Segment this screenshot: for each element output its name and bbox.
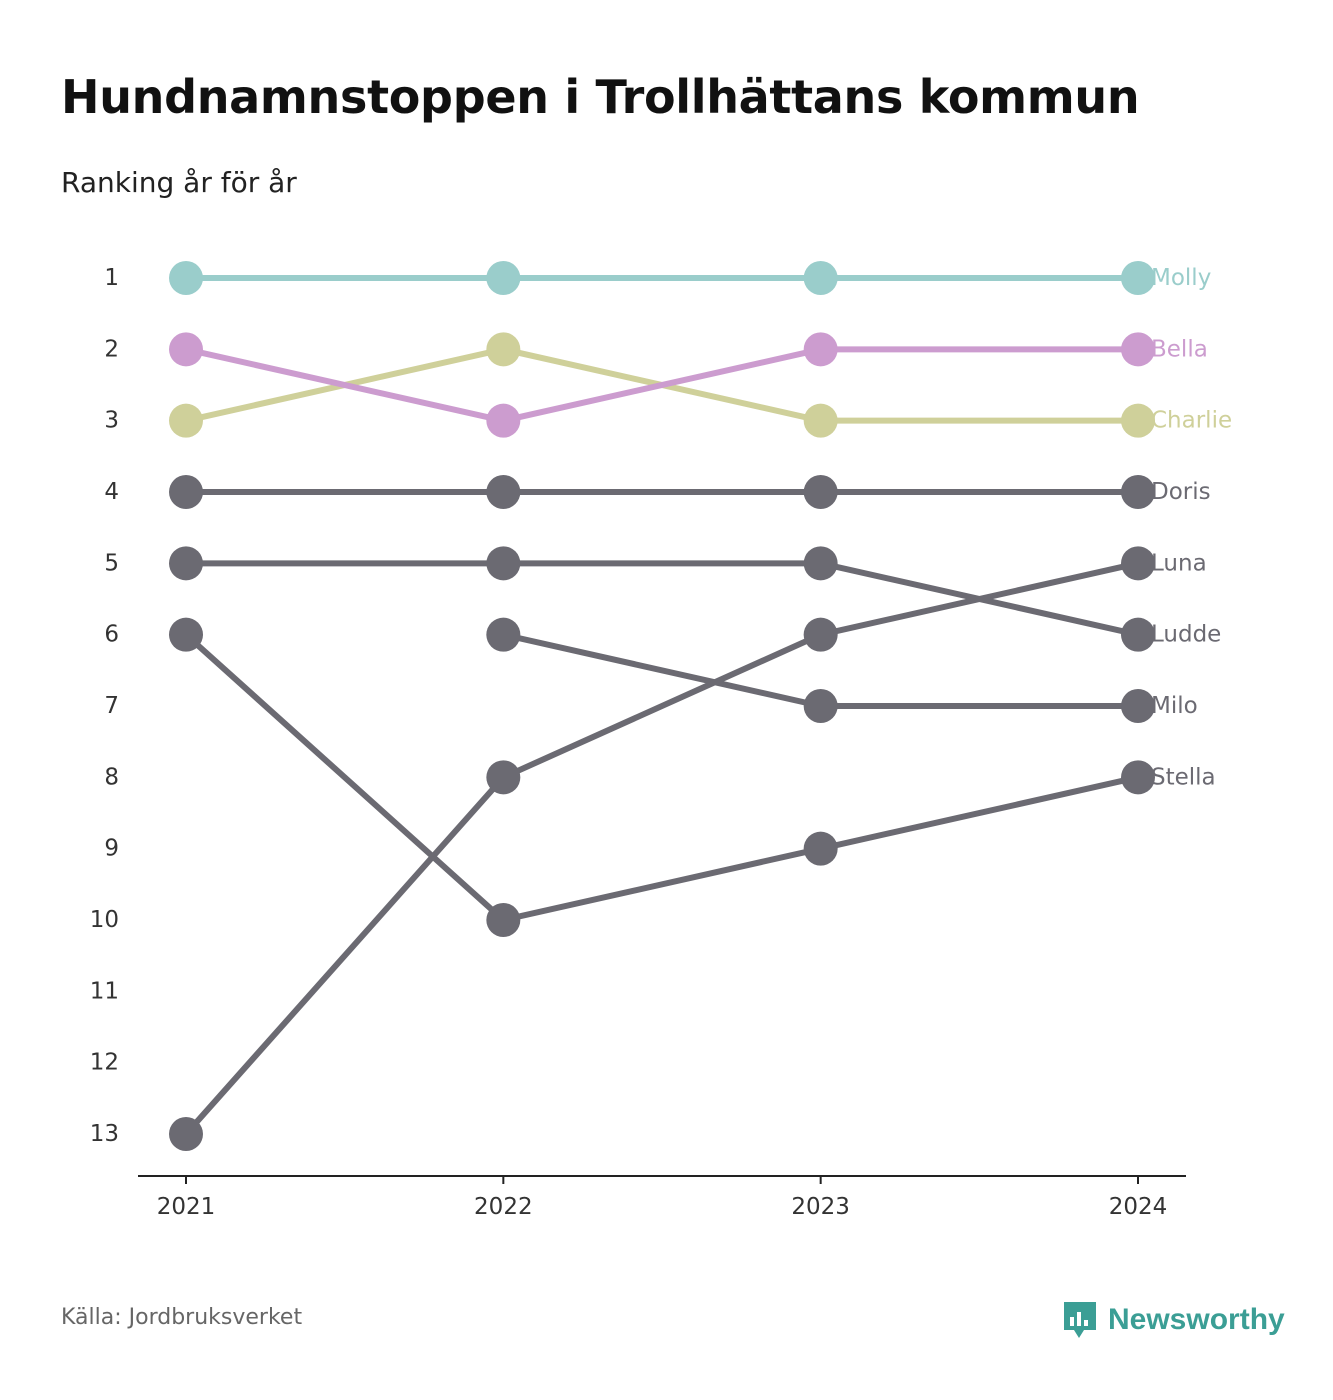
chart-subtitle: Ranking år för år	[61, 166, 297, 199]
series-label-luna: Luna	[1151, 550, 1207, 576]
series-label-stella: Stella	[1151, 764, 1216, 790]
y-tick-label: 4	[104, 479, 119, 505]
x-tick-label: 2022	[474, 1194, 533, 1220]
y-tick-label: 11	[90, 978, 119, 1004]
data-point-charlie	[486, 332, 521, 367]
series-label-bella: Bella	[1151, 336, 1208, 362]
data-point-charlie	[1121, 403, 1155, 438]
x-tick-label: 2023	[791, 1194, 850, 1220]
data-point-doris	[803, 475, 838, 509]
chart-title: Hundnamnstoppen i Trollhättans kommun	[61, 70, 1140, 124]
series-line-stella	[183, 631, 1141, 923]
series-molly: Molly	[169, 261, 1211, 295]
series-label-molly: Molly	[1151, 265, 1211, 291]
data-point-ludde	[1121, 617, 1155, 652]
data-point-stella	[486, 903, 521, 937]
data-point-doris	[486, 475, 521, 509]
brand-name: Newsworthy	[1108, 1303, 1285, 1336]
data-point-ludde	[486, 546, 521, 581]
bar-chart-speech-icon	[1064, 1302, 1096, 1338]
series-line-luna	[183, 560, 1141, 1137]
data-point-charlie	[169, 403, 203, 438]
data-point-molly	[803, 261, 838, 295]
series-label-ludde: Ludde	[1151, 622, 1221, 648]
series-label-milo: Milo	[1151, 693, 1198, 719]
y-tick-label: 9	[104, 836, 119, 862]
data-point-milo	[1121, 689, 1155, 723]
data-point-luna	[803, 617, 838, 652]
y-tick-label: 3	[104, 408, 119, 434]
y-tick-label: 2	[104, 336, 119, 362]
data-point-molly	[169, 261, 203, 295]
data-point-ludde	[803, 546, 838, 581]
y-tick-label: 12	[90, 1050, 119, 1076]
series-doris: Doris	[169, 475, 1211, 509]
data-point-bella	[169, 332, 203, 367]
series-label-doris: Doris	[1151, 479, 1211, 505]
data-point-stella	[1121, 760, 1155, 795]
data-point-luna	[169, 1117, 203, 1151]
y-tick-label: 7	[104, 693, 119, 719]
y-tick-label: 5	[104, 550, 119, 576]
series-milo: Milo	[486, 617, 1198, 723]
data-point-bella	[1121, 332, 1155, 367]
data-point-luna	[1121, 546, 1155, 581]
data-point-stella	[169, 617, 203, 652]
y-tick-label: 13	[90, 1121, 119, 1147]
series-line-bella	[183, 346, 1141, 424]
x-tick-label: 2024	[1109, 1194, 1168, 1220]
y-tick-label: 10	[90, 907, 119, 933]
data-point-bella	[803, 332, 838, 367]
series-ludde: Ludde	[169, 546, 1221, 652]
data-point-doris	[169, 475, 203, 509]
data-point-molly	[1121, 261, 1155, 295]
data-point-stella	[803, 831, 838, 866]
y-tick-label: 8	[104, 764, 119, 790]
series-luna: Luna	[169, 546, 1207, 1151]
series-line-ludde	[183, 560, 1141, 638]
data-point-milo	[486, 617, 521, 652]
y-tick-label: 1	[104, 265, 119, 291]
series-bella: Bella	[169, 332, 1208, 438]
data-point-doris	[1121, 475, 1155, 509]
newsworthy-logo: Newsworthy	[1062, 1298, 1285, 1342]
data-point-molly	[486, 261, 521, 295]
x-axis: 2021 2022 2023 2024	[138, 1175, 1186, 1220]
series-label-charlie: Charlie	[1151, 408, 1232, 434]
data-point-ludde	[169, 546, 203, 581]
series-group: Stella Milo Ludde Luna Doris Charlie Bella Moll…	[169, 261, 1232, 1151]
x-tick-label: 2021	[157, 1194, 216, 1220]
source-note: Källa: Jordbruksverket	[61, 1305, 303, 1330]
data-point-luna	[486, 760, 521, 795]
data-point-milo	[803, 689, 838, 723]
data-point-charlie	[803, 403, 838, 438]
data-point-bella	[486, 403, 521, 438]
y-tick-label: 6	[104, 622, 119, 648]
series-stella: Stella	[169, 617, 1216, 937]
